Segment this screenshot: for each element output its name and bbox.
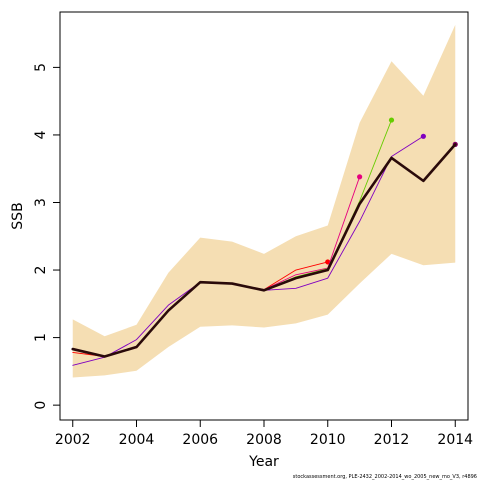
y-axis: 0 1 2 3 4 5 xyxy=(33,63,60,410)
x-tick-label: 2004 xyxy=(119,432,155,448)
series-line-5 xyxy=(71,143,457,358)
y-tick-label: 5 xyxy=(33,63,49,72)
footnote: stockassessment.org, PLE-2432_2002-2014_… xyxy=(293,474,477,480)
x-axis: 2002 2004 2006 2008 2010 2012 2014 xyxy=(55,420,473,448)
x-tick-label: 2010 xyxy=(310,432,346,448)
x-axis-title: Year xyxy=(248,454,279,470)
y-tick-label: 2 xyxy=(33,266,49,275)
y-tick-label: 0 xyxy=(33,401,49,410)
x-tick-label: 2014 xyxy=(437,432,473,448)
x-tick-label: 2008 xyxy=(246,432,282,448)
confidence-band xyxy=(72,24,456,378)
x-tick-label: 2012 xyxy=(374,432,410,448)
y-tick-label: 1 xyxy=(33,333,49,342)
series-endpoint-1 xyxy=(357,174,363,180)
series-endpoint-3 xyxy=(420,133,426,139)
confidence-band-layer xyxy=(72,24,456,378)
y-tick-label: 3 xyxy=(33,198,49,207)
x-tick-label: 2002 xyxy=(55,432,91,448)
y-tick-label: 4 xyxy=(33,130,49,139)
y-axis-title: SSB xyxy=(10,202,26,229)
series-endpoint-2 xyxy=(388,117,395,123)
x-tick-label: 2006 xyxy=(182,432,218,448)
series-layer xyxy=(71,117,458,366)
